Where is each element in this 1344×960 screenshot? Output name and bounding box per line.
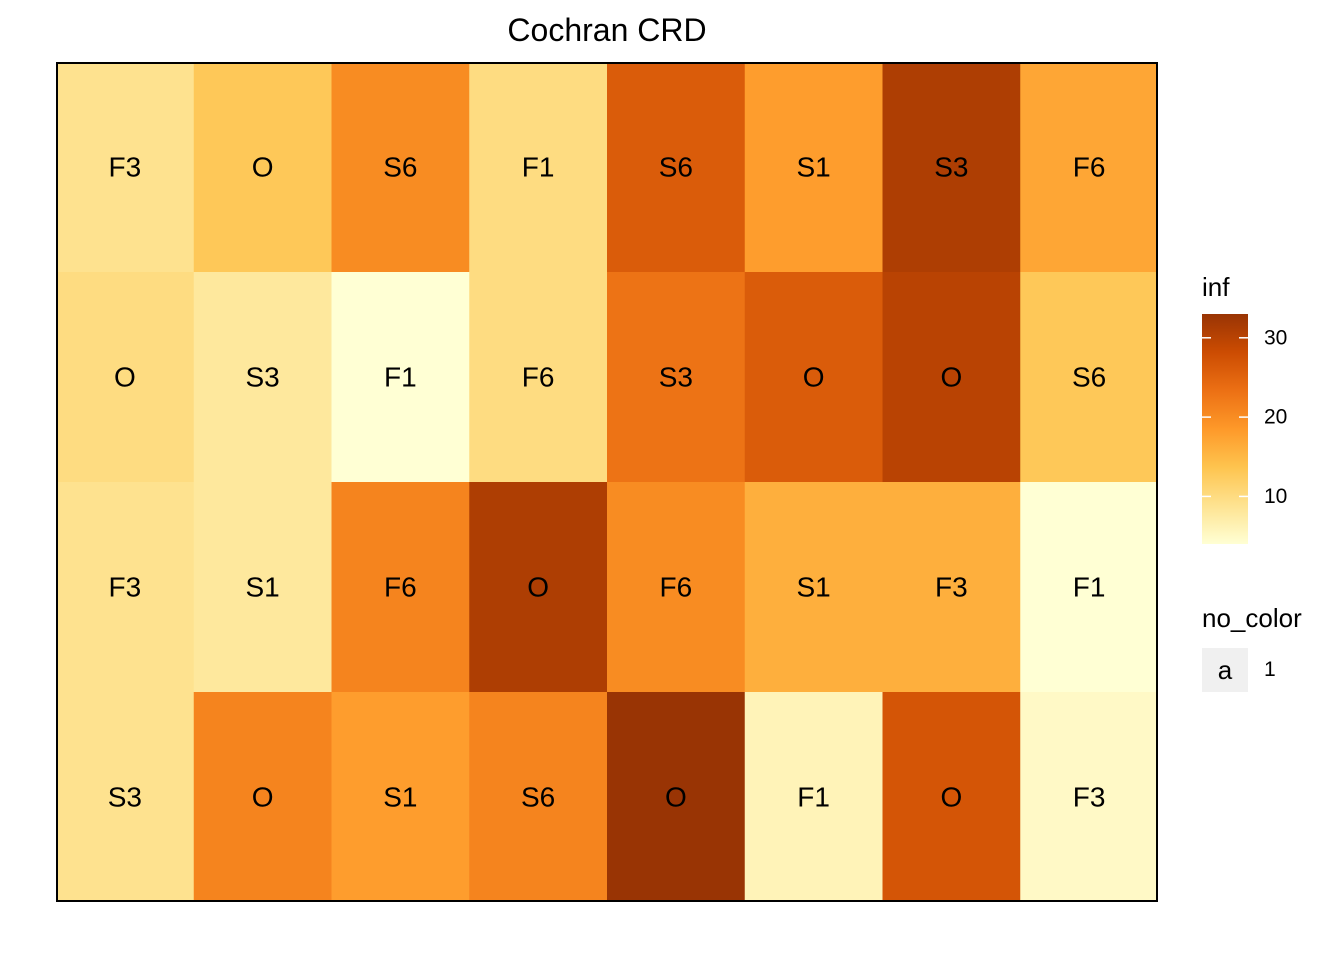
legend-key-label: 1 (1264, 658, 1276, 681)
heatmap-cell (331, 62, 470, 273)
heatmap-cell (607, 272, 746, 483)
colorbar: 10 20 30 (1202, 314, 1287, 544)
cell-label: S6 (1072, 362, 1106, 393)
cell-label: F6 (522, 362, 555, 393)
heatmap-cell (744, 482, 883, 693)
heatmap-cell (56, 62, 195, 273)
heatmap-cell (193, 482, 332, 693)
cell-label: O (940, 362, 962, 393)
panel-border (56, 62, 1158, 902)
cell-label: F6 (660, 572, 693, 603)
cell-label: F1 (797, 782, 830, 813)
cell-label: O (940, 782, 962, 813)
heatmap-cell (56, 482, 195, 693)
chart-title: Cochran CRD (507, 12, 707, 48)
heatmap-cell (744, 692, 883, 902)
cell-label: S3 (108, 782, 142, 813)
cell-label: O (252, 152, 274, 183)
cell-label: S6 (521, 782, 555, 813)
heatmap-cell (56, 272, 195, 483)
cell-label: S6 (659, 152, 693, 183)
heatmap-cell (1020, 272, 1158, 483)
cell-label: F3 (109, 572, 142, 603)
heatmap-cell (882, 482, 1021, 693)
cell-label: F6 (1073, 152, 1106, 183)
legend-title-inf: inf (1202, 272, 1230, 302)
heatmap-cell (607, 692, 746, 902)
heatmap-cell (1020, 692, 1158, 902)
cell-label: F3 (1073, 782, 1106, 813)
heatmap-cell (469, 272, 608, 483)
heatmap-cell (331, 482, 470, 693)
heatmap-cell (331, 272, 470, 483)
cell-label: S3 (934, 152, 968, 183)
heatmap-cell (882, 272, 1021, 483)
heatmap-cell (882, 692, 1021, 902)
cell-label: S1 (246, 572, 280, 603)
heatmap-cell (607, 482, 746, 693)
cell-label: F6 (384, 572, 417, 603)
heatmap-cell (331, 692, 470, 902)
legend-key-swatch: a (1202, 648, 1248, 692)
cell-label: S1 (383, 782, 417, 813)
heatmap-cell (744, 272, 883, 483)
cell-label: O (527, 572, 549, 603)
legend-title-no-color: no_color (1202, 603, 1302, 633)
cell-label: F1 (1073, 572, 1106, 603)
cell-label: F1 (522, 152, 555, 183)
cell-label: S6 (383, 152, 417, 183)
cell-label: O (665, 782, 687, 813)
colorbar-tick-label: 10 (1264, 485, 1287, 508)
cell-label: F3 (109, 152, 142, 183)
legend: inf 10 20 30 no_color a 1 (1202, 270, 1342, 710)
cell-label: O (803, 362, 825, 393)
heatmap-cell (607, 62, 746, 273)
heatmap-cell (193, 62, 332, 273)
cell-label: F3 (935, 572, 968, 603)
heatmap-panel: F3 O S6 F1 S6 S1 S3 F6 O S3 F1 F6 S3 O O S6 F3 S1 F6 O F6 S1 F… (56, 62, 1158, 902)
heatmap-cell (1020, 62, 1158, 273)
colorbar-tick-label: 20 (1264, 406, 1287, 429)
cell-label: S3 (246, 362, 280, 393)
heatmap-cell (469, 482, 608, 693)
heatmap-cell (1020, 482, 1158, 693)
cell-label: S1 (797, 572, 831, 603)
heatmap-cell (193, 272, 332, 483)
heatmap-cell (469, 62, 608, 273)
cell-label: S3 (659, 362, 693, 393)
heatmap-cell (56, 692, 195, 902)
heatmap-cell (469, 692, 608, 902)
cell-label: S1 (797, 152, 831, 183)
colorbar-tick-label: 30 (1264, 326, 1287, 349)
heatmap-cell (193, 692, 332, 902)
cell-label: O (252, 782, 274, 813)
heatmap-cell (744, 62, 883, 273)
heatmap-cell (882, 62, 1021, 273)
cell-label: O (114, 362, 136, 393)
cell-label: F1 (384, 362, 417, 393)
